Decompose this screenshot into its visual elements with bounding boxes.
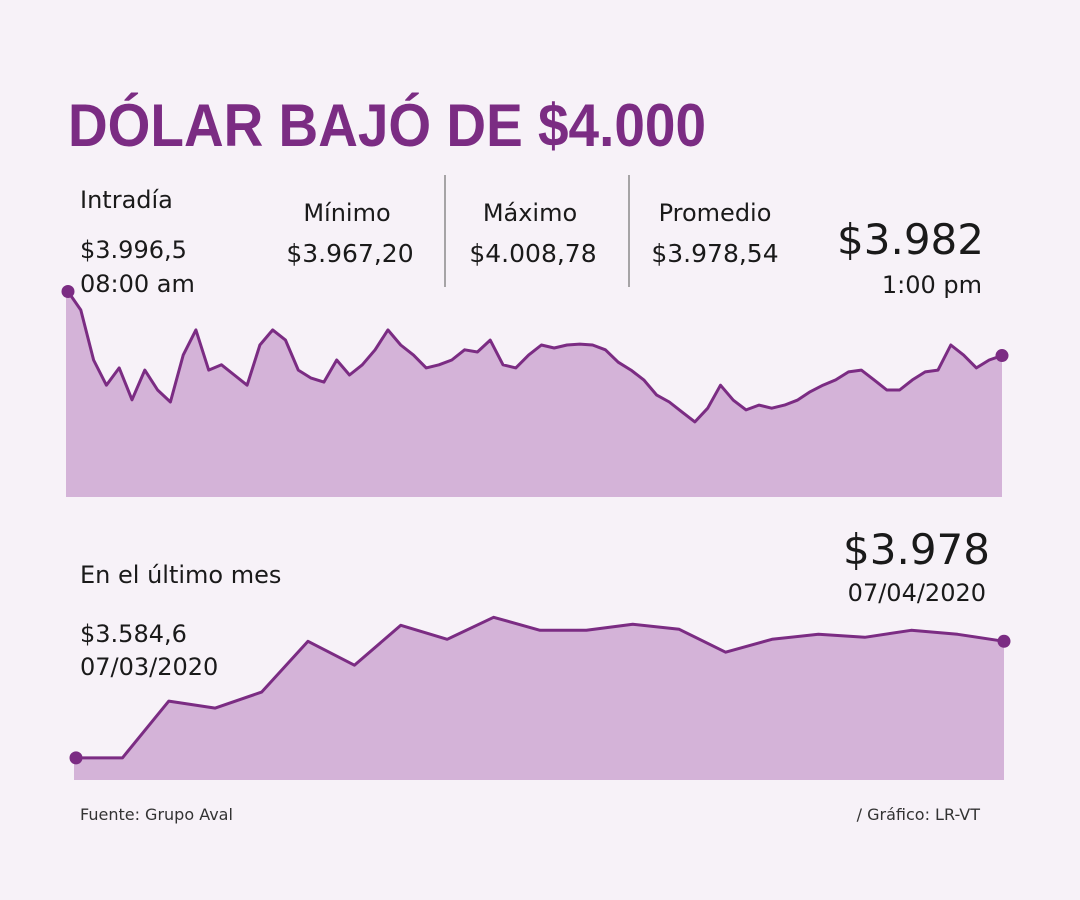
start-value: $3.996,5 <box>80 236 187 264</box>
end-time: 07/04/2020 <box>848 579 986 607</box>
title: DÓLAR BAJÓ DE $4.000 <box>68 92 706 159</box>
credit: / Gráfico: LR-VT <box>857 805 981 824</box>
end-value: $3.982 <box>837 215 984 264</box>
end-value: $3.978 <box>843 525 990 574</box>
stat-value: $3.978,54 <box>651 239 778 268</box>
stat-label: Máximo <box>483 199 577 227</box>
end-dot <box>995 349 1009 363</box>
start-time: 08:00 am <box>80 270 195 298</box>
end-dot <box>69 751 83 765</box>
stat-value: $4.008,78 <box>469 239 596 268</box>
start-time: 07/03/2020 <box>80 653 218 681</box>
stat-label: Promedio <box>659 199 772 227</box>
end-dot <box>997 634 1011 648</box>
source: Fuente: Grupo Aval <box>80 805 233 824</box>
line <box>76 615 1005 760</box>
end-dot <box>61 284 75 298</box>
chart-label: Intradía <box>80 186 173 214</box>
start-value: $3.584,6 <box>80 620 187 648</box>
line <box>66 290 1003 424</box>
chart-label: En el último mes <box>80 561 281 589</box>
stat-value: $3.967,20 <box>286 239 413 268</box>
area <box>66 291 1002 497</box>
area <box>74 617 1004 780</box>
end-time: 1:00 pm <box>882 271 982 299</box>
stat-label: Mínimo <box>303 199 390 227</box>
